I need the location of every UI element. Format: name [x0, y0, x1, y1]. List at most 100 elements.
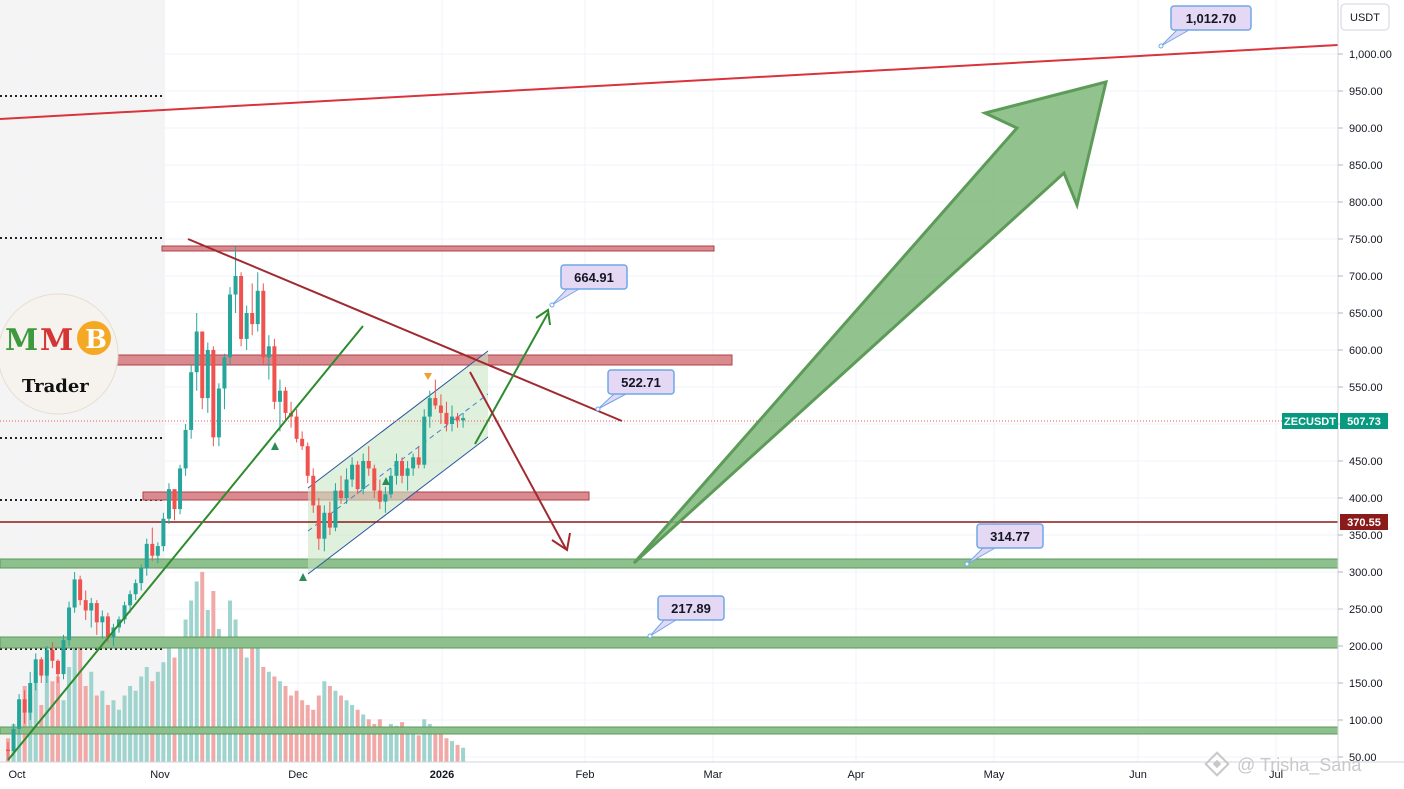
time-axis[interactable]: Oct Nov Dec 2026 Feb Mar Apr May Jun Jul	[0, 761, 1404, 781]
candle-body	[44, 649, 49, 676]
candle	[78, 575, 83, 606]
volume-bar	[150, 681, 155, 762]
volume-bar	[388, 724, 393, 762]
candle-body	[255, 290, 260, 325]
candle-body	[155, 546, 160, 556]
candle	[183, 424, 188, 476]
candle	[139, 564, 144, 591]
candle	[122, 601, 127, 624]
volume-bar	[33, 671, 38, 762]
volume-bar	[294, 690, 299, 762]
candle-body	[33, 659, 38, 683]
candle	[178, 464, 183, 515]
callout-box	[976, 523, 1044, 549]
volume-bar	[266, 671, 271, 762]
volume-bar	[139, 676, 144, 762]
x-tick-label: 2026	[430, 769, 454, 781]
candle	[89, 597, 94, 628]
candle	[444, 401, 449, 432]
candle	[327, 501, 332, 535]
volume-bar	[400, 722, 405, 762]
y-tick-label: 750.00	[1349, 234, 1383, 246]
candle-body	[461, 418, 466, 421]
candle-body	[372, 468, 377, 491]
candle	[150, 527, 155, 561]
volume-bar	[83, 686, 88, 762]
candle-body	[433, 398, 438, 406]
callout-box	[560, 264, 628, 290]
candle-body	[94, 603, 99, 623]
callout-box	[607, 369, 675, 395]
candle-body	[422, 416, 427, 465]
price-axis[interactable]: 50.00 100.00 150.00 200.00 250.00 300.00 350.0…	[1337, 0, 1392, 764]
candle-body	[438, 405, 443, 413]
volume-bar	[44, 657, 49, 762]
volume-bar	[383, 728, 388, 762]
candle	[250, 283, 255, 336]
candle	[350, 457, 355, 487]
candle	[100, 610, 105, 639]
candle-body	[327, 512, 332, 528]
currency-button[interactable]: USDT	[1340, 3, 1390, 31]
current-price-tag-text: 507.73	[1347, 416, 1381, 428]
candle-body	[189, 372, 194, 430]
x-tick-label: Feb	[576, 769, 595, 781]
price-callout: 314.77	[964, 523, 1044, 567]
volume-bars	[6, 572, 466, 762]
y-tick-label: 900.00	[1349, 123, 1383, 135]
volume-bar	[416, 735, 421, 762]
candle-body	[50, 649, 55, 661]
volume-bar	[277, 681, 282, 762]
candle-body	[444, 412, 449, 424]
candle-body	[316, 505, 321, 539]
volume-bar	[166, 648, 171, 762]
candle-body	[122, 605, 127, 620]
candle-body	[72, 579, 77, 608]
candle	[205, 342, 210, 413]
candle	[61, 634, 66, 680]
volume-bar	[244, 657, 249, 762]
currency-label: USDT	[1350, 12, 1380, 24]
y-tick-label: 200.00	[1349, 641, 1383, 653]
volume-bar	[311, 709, 316, 762]
callout-anchor	[549, 302, 555, 308]
price-callouts: 1,012.70 664.91 522.71 314.77 217.89	[549, 5, 1252, 639]
candle-body	[311, 475, 316, 506]
candle	[355, 461, 360, 495]
candle	[394, 453, 399, 485]
watermark-text: @ Trisha_Sana	[1237, 755, 1362, 776]
volume-bar	[216, 629, 221, 762]
volume-bar	[161, 662, 166, 762]
logo-letter-m2: M	[40, 323, 73, 358]
volume-bar	[427, 724, 432, 762]
logo: M M B Trader	[0, 293, 119, 415]
x-tick-label: Mar	[704, 769, 723, 781]
channel-bottom	[307, 436, 489, 575]
volume-bar	[361, 714, 366, 762]
candle-body	[83, 600, 88, 611]
bull-arrow-head	[535, 308, 551, 326]
volume-bar	[272, 676, 277, 762]
candle-body	[427, 398, 432, 417]
y-tick-label: 550.00	[1349, 382, 1383, 394]
candle-body	[67, 607, 72, 641]
candle	[277, 379, 282, 432]
volume-bar	[222, 638, 227, 762]
candle-body	[228, 294, 232, 358]
candle-body	[11, 728, 16, 752]
candle	[316, 498, 321, 550]
volume-bar	[155, 671, 160, 762]
candle-body	[283, 390, 288, 413]
candle	[461, 412, 466, 428]
callout-label: 314.77	[990, 529, 1030, 544]
logo-sub-text: Trader	[22, 376, 89, 397]
volume-bar	[255, 643, 260, 762]
candle	[216, 383, 221, 447]
volume-bar	[444, 738, 449, 762]
candle-body	[183, 429, 188, 469]
candle	[416, 446, 421, 469]
volume-bar	[233, 619, 238, 762]
price-callout: 664.91	[549, 264, 628, 308]
